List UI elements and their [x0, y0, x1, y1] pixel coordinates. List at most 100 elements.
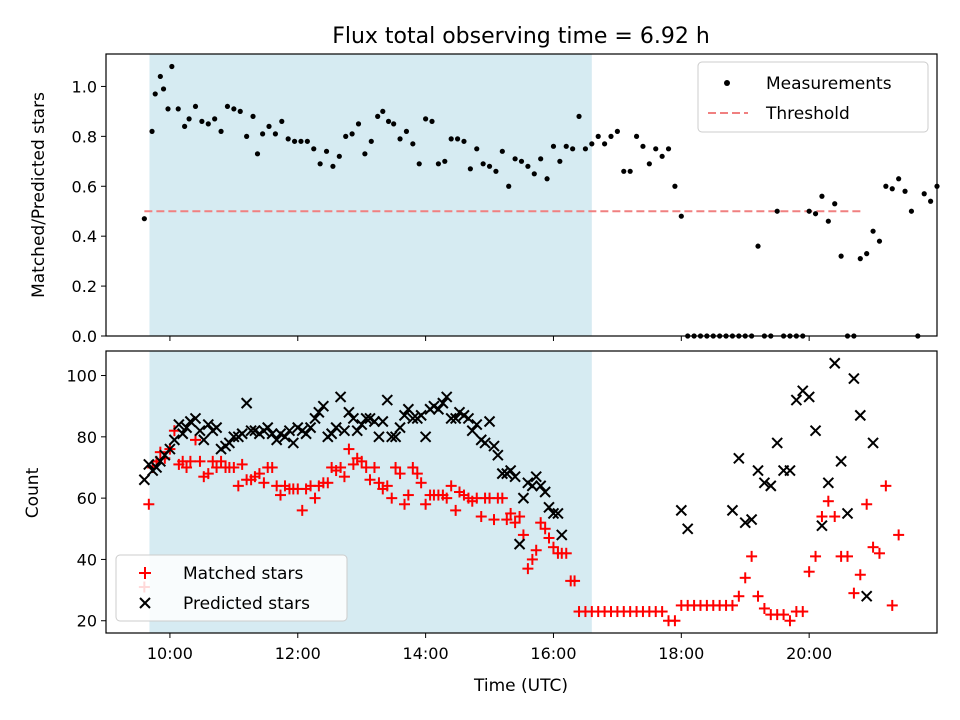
measurement-point	[182, 123, 188, 129]
measurement-point	[368, 138, 374, 144]
predicted-star-point	[547, 507, 560, 520]
predicted-star-point	[790, 394, 803, 406]
measurement-point	[141, 216, 147, 222]
measurement-point	[506, 183, 512, 189]
predicted-star-point	[138, 474, 151, 486]
measurement-point	[755, 243, 761, 249]
predicted-star-point	[432, 403, 445, 415]
predicted-star-point	[822, 477, 835, 489]
predicted-star-point	[437, 397, 449, 409]
bottom-chart: 20 40 60 80 100 10:00 12:00 14:00 16:00 18:00 20:…	[23, 350, 938, 696]
measurement-point	[349, 131, 355, 137]
measurement-point	[336, 153, 342, 159]
legend-measurement-marker	[724, 80, 730, 86]
top-chart: Flux total observing time = 6.92 h 0.00.…	[29, 24, 940, 346]
measurement-point	[928, 198, 934, 204]
bottom-x-tick-label: 14:00	[403, 644, 449, 663]
measurement-point	[165, 106, 171, 112]
predicted-star-point	[313, 406, 325, 419]
measurement-point	[454, 136, 461, 142]
top-y-ticks: 0.0 0.2 0.4 0.6 0.8 1.0	[72, 77, 106, 346]
predicted-star-point	[530, 470, 542, 483]
matched-star-point	[569, 575, 581, 587]
predicted-star-point	[681, 523, 694, 535]
predicted-star-point	[262, 421, 274, 434]
predicted-star-point	[377, 415, 389, 428]
predicted-star-point	[198, 434, 210, 446]
measurement-point	[375, 113, 381, 119]
predicted-star-point	[194, 424, 206, 437]
measurement-point	[160, 86, 167, 92]
bottom-y-tick-label: 100	[66, 367, 97, 386]
measurement-point	[279, 118, 285, 124]
measurement-point	[149, 128, 155, 134]
measurement-point	[838, 253, 844, 259]
predicted-star-point	[543, 501, 555, 514]
measurement-point	[825, 218, 831, 224]
top-y-tick-label: 0.2	[72, 277, 97, 296]
predicted-star-point	[854, 409, 866, 422]
measurement-point	[570, 146, 576, 152]
measurement-point	[323, 148, 330, 154]
measurement-point	[429, 118, 435, 124]
measurement-point	[175, 106, 181, 112]
measurement-point	[595, 133, 601, 139]
measurement-point	[254, 151, 261, 157]
matched-star-point	[848, 587, 860, 599]
matched-star-point	[778, 609, 790, 621]
predicted-star-point	[287, 437, 300, 449]
predicted-star-point	[483, 415, 496, 428]
measurement-point	[544, 176, 550, 182]
predicted-star-point	[368, 415, 381, 428]
measurement-point	[285, 136, 291, 142]
measurement-point	[812, 211, 819, 217]
chart-title: Flux total observing time = 6.92 h	[332, 24, 710, 49]
measurement-point	[614, 128, 620, 134]
measurement-point	[864, 251, 870, 257]
predicted-star-point	[180, 421, 193, 434]
predicted-star-point	[758, 477, 771, 489]
measurement-point	[665, 146, 672, 152]
measurement-point	[448, 136, 454, 142]
measurement-point	[774, 208, 780, 214]
measurement-point	[480, 161, 486, 167]
measurement-point	[343, 133, 349, 139]
measurement-point	[678, 213, 684, 219]
predicted-star-point	[373, 431, 385, 443]
matched-star-point	[258, 477, 270, 489]
matched-star-point	[202, 468, 214, 480]
predicted-star-point	[745, 513, 758, 526]
measurement-point	[152, 91, 158, 97]
predicted-star-point	[534, 480, 547, 492]
measurement-point	[317, 161, 323, 167]
legend-matched-marker	[139, 567, 151, 579]
measurement-point	[640, 143, 646, 149]
predicted-star-point	[351, 424, 363, 437]
predicted-star-point	[867, 437, 879, 449]
matched-star-point	[509, 517, 521, 529]
measurement-point	[525, 163, 531, 169]
predicted-star-point	[386, 431, 398, 443]
matched-star-point	[356, 455, 368, 467]
matched-star-point	[228, 461, 240, 473]
measurement-point	[608, 133, 614, 139]
matched-star-point	[381, 480, 393, 492]
matched-star-point	[669, 615, 681, 627]
matched-star-point	[535, 517, 547, 529]
measurement-point	[250, 113, 256, 119]
measurement-point	[876, 238, 883, 244]
measurement-point	[298, 138, 304, 144]
predicted-star-point	[394, 421, 406, 434]
matched-star-point	[399, 498, 411, 510]
predicted-star-point	[513, 538, 526, 550]
matched-star-point	[253, 468, 265, 480]
bottom-x-tick-label: 18:00	[658, 644, 704, 663]
bottom-y-ticks: 20 40 60 80 100	[66, 367, 106, 631]
predicted-star-point	[466, 424, 478, 437]
top-y-tick-label: 0.8	[72, 127, 97, 146]
matched-star-point	[726, 599, 738, 611]
matched-star-point	[758, 602, 770, 614]
measurement-point	[646, 161, 652, 167]
matched-star-point	[739, 572, 751, 584]
matched-star-point	[656, 606, 668, 618]
